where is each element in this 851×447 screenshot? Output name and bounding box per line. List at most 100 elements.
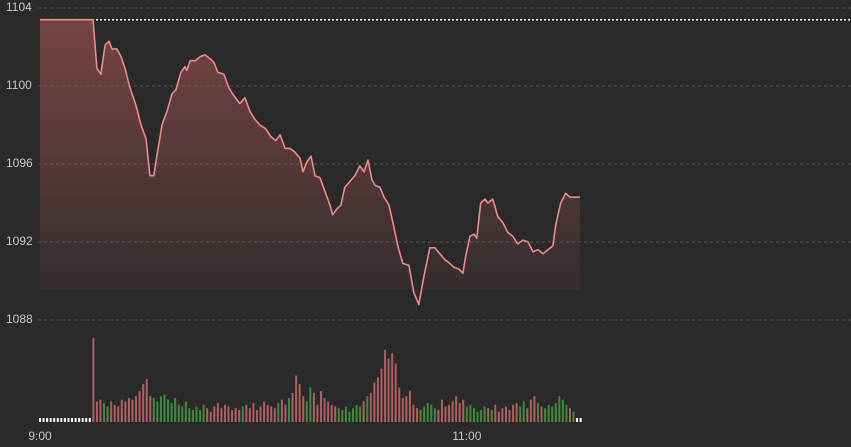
volume-bar [263, 401, 266, 422]
volume-bar [455, 396, 458, 422]
y-tick-label: 1096 [6, 156, 33, 170]
volume-bar [188, 408, 191, 422]
y-tick-label: 1088 [6, 312, 33, 326]
x-tick-label: 9:00 [28, 429, 52, 443]
volume-bar [483, 406, 486, 422]
volume-bar [501, 408, 504, 422]
volume-bar [391, 353, 394, 422]
volume-bar [366, 396, 369, 422]
volume-bar [497, 411, 500, 422]
volume-bar [526, 408, 529, 422]
volume-bar [554, 403, 557, 422]
price-line [40, 18, 580, 306]
volume-bar [39, 418, 41, 422]
volume-bar [227, 406, 230, 422]
volume-bar [398, 387, 401, 422]
volume-bar [202, 404, 205, 422]
volume-bar [387, 358, 390, 422]
volume-bar [287, 397, 290, 422]
volume-bar [177, 404, 180, 422]
volume-bar [206, 408, 209, 422]
volume-bar [522, 401, 525, 422]
volume-bar [74, 418, 77, 422]
volume-bar [135, 396, 138, 422]
volume-bar [352, 408, 355, 422]
volume-bar [284, 404, 287, 422]
volume-bar [252, 403, 255, 422]
volume-bar [305, 401, 308, 422]
volume-bar [56, 418, 59, 422]
volume-bar [85, 418, 88, 422]
volume-bar [113, 404, 116, 422]
volume-bar [408, 391, 411, 422]
volume-bar [270, 406, 273, 422]
volume-bar [238, 409, 241, 422]
volume-bar [558, 396, 561, 422]
volume-bar [444, 406, 447, 422]
volume-bar [149, 396, 152, 422]
volume-bar [295, 375, 298, 422]
volume-bar [170, 403, 173, 422]
volume-bar [490, 409, 493, 422]
volume-bar [81, 418, 84, 422]
volume-bar [551, 406, 554, 422]
volume-bar [309, 387, 312, 422]
volume-bar [49, 418, 52, 422]
volume-bar [376, 377, 379, 422]
volume-bar [437, 409, 440, 422]
volume-bar [533, 396, 536, 422]
volume-bar [504, 406, 507, 422]
volume-bar [92, 337, 95, 422]
volume-bar [547, 404, 550, 422]
volume-bar [191, 409, 194, 422]
volume-bar [163, 394, 166, 422]
volume-bar [337, 408, 340, 422]
volume-bar [67, 418, 70, 422]
volume-bar [231, 409, 234, 422]
volume-bar [536, 403, 539, 422]
volume-bar [124, 401, 127, 422]
volume-bar [323, 397, 326, 422]
volume-bar [273, 408, 276, 422]
volume-bar [476, 411, 479, 422]
volume-bar [145, 379, 148, 422]
volume-bar [152, 397, 155, 422]
volume-bar [494, 404, 497, 422]
volume-bar [579, 418, 582, 422]
volume-bar [394, 363, 397, 422]
volume-bar [416, 408, 419, 422]
volume-bar [334, 406, 337, 422]
volume-bar [312, 392, 315, 422]
volume-bar [469, 404, 472, 422]
volume-bar [63, 418, 66, 422]
y-tick-label: 1100 [6, 78, 32, 92]
volume-bar [465, 406, 468, 422]
volume-bar [508, 409, 511, 422]
volume-bar [71, 418, 74, 422]
volume-bar [448, 404, 451, 422]
x-tick-label: 11:00 [452, 429, 481, 443]
volume-bar [266, 404, 269, 422]
volume-bar [330, 404, 333, 422]
volume-bar [103, 403, 106, 422]
volume-bar [401, 397, 404, 422]
volume-bar [327, 401, 330, 422]
volume-bar [248, 408, 251, 422]
volume-bar [341, 409, 344, 422]
volume-bar [344, 406, 347, 422]
volume-bar [223, 404, 226, 422]
volume-bar [423, 406, 426, 422]
volume-bar [220, 408, 223, 422]
volume-bar [412, 404, 415, 422]
volume-bar [433, 408, 436, 422]
volume-bar [576, 418, 579, 422]
volume-bar [519, 406, 522, 422]
volume-bar [512, 404, 515, 422]
volume-bar [462, 399, 465, 422]
volume-bar [127, 397, 130, 422]
volume-bar [426, 403, 429, 422]
volume-bar [440, 399, 443, 422]
volume-bar [245, 404, 248, 422]
volume-bar [561, 399, 564, 422]
